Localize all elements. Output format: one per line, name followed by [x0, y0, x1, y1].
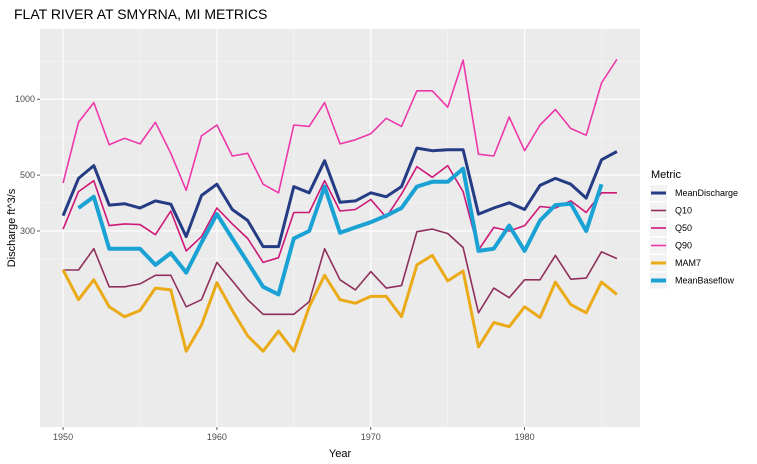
legend: Metric MeanDischarge Q10 Q50 Q90 MAM7 MeanBas… — [650, 169, 738, 289]
y-tick-label: 1000 — [15, 94, 35, 104]
legend-label: MeanBaseflow — [675, 276, 735, 286]
series-line-q10 — [63, 228, 618, 316]
x-tick-label: 1980 — [515, 432, 535, 442]
y-tick-label: 500 — [20, 170, 35, 180]
x-tick-label: 1970 — [361, 432, 381, 442]
chart-title: FLAT RIVER AT SMYRNA, MI METRICS — [14, 6, 267, 22]
series-line-q50 — [62, 164, 617, 264]
legend-label: Q50 — [675, 223, 692, 233]
series-line-mam7 — [61, 253, 618, 353]
series-line-meandischarge — [61, 146, 618, 249]
series-line-meanbaseflow — [77, 166, 604, 297]
x-axis-title: Year — [329, 448, 352, 460]
y-axis-ticks: 300 500 1000 — [15, 94, 40, 236]
x-axis-ticks: 1950 1960 1970 1980 — [53, 427, 535, 442]
legend-label: Q10 — [675, 206, 692, 216]
y-tick-label: 300 — [20, 226, 35, 236]
legend-title: Metric — [651, 169, 681, 181]
legend-label: Q90 — [675, 241, 692, 251]
gridlines — [40, 29, 640, 427]
series-lines — [61, 58, 618, 353]
y-axis-title: Discharge ft^3/s — [6, 188, 18, 267]
x-tick-label: 1950 — [53, 432, 73, 442]
series-line-q90 — [62, 58, 618, 194]
x-tick-label: 1960 — [207, 432, 227, 442]
legend-label: MAM7 — [675, 258, 701, 268]
legend-label: MeanDischarge — [675, 188, 738, 198]
